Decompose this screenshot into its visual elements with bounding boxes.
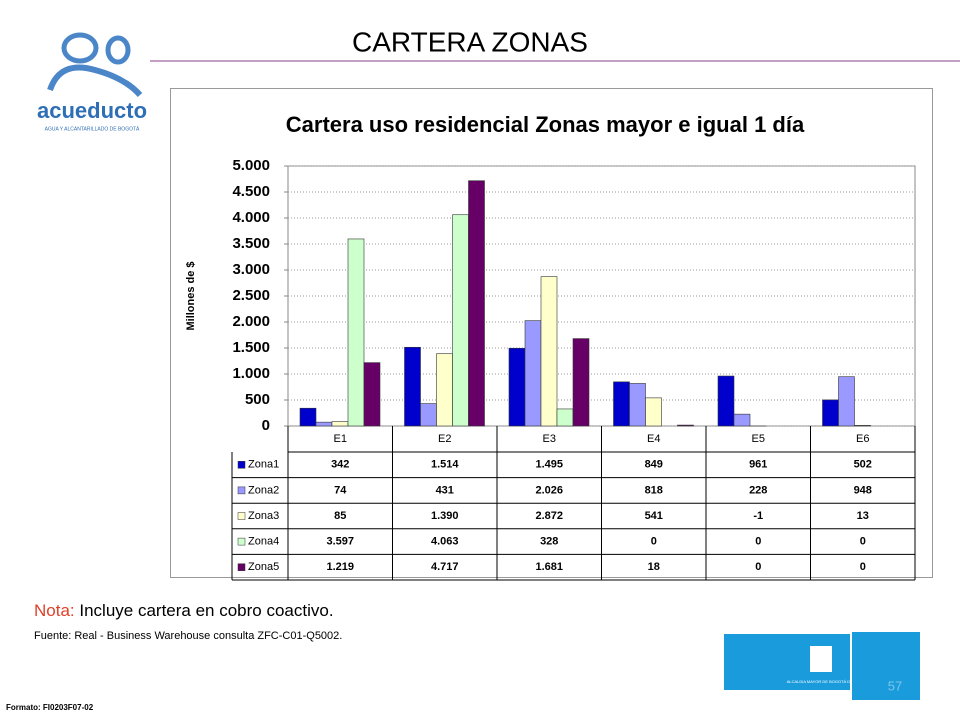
table-value: 502 <box>854 459 872 471</box>
chart-title: Cartera uso residencial Zonas mayor e ig… <box>286 112 805 137</box>
legend-swatch <box>237 563 246 571</box>
table-value: 3.597 <box>326 536 354 548</box>
bar <box>838 376 855 427</box>
table-value: 328 <box>540 536 558 548</box>
bar <box>315 421 333 427</box>
table-value: 541 <box>645 510 663 522</box>
y-tick-label: 2.000 <box>232 313 270 330</box>
y-tick-label: 3.500 <box>232 235 270 252</box>
table-value: 431 <box>436 484 454 496</box>
bar <box>822 399 839 427</box>
bar <box>508 347 526 427</box>
plot-area <box>287 165 916 427</box>
table-value: 4.717 <box>431 561 459 573</box>
table-value: 342 <box>331 459 349 471</box>
page-number: 57 <box>888 678 902 693</box>
bar <box>331 421 349 427</box>
table-value: 18 <box>648 561 660 573</box>
page-box <box>852 632 920 700</box>
table-value: 818 <box>645 484 663 496</box>
legend-label: Zona2 <box>248 484 279 496</box>
table-value: -1 <box>753 510 763 522</box>
table-value: 0 <box>860 536 866 548</box>
table-value: 85 <box>334 510 346 522</box>
table-value: 1.495 <box>535 459 563 471</box>
bar <box>524 320 542 427</box>
y-tick-label: 1.000 <box>232 365 270 382</box>
x-tick-label: E1 <box>334 433 347 445</box>
bar <box>677 424 694 427</box>
table-value: 0 <box>755 536 761 548</box>
table-value: 948 <box>854 484 872 496</box>
logo: acueducto AGUA Y ALCANTARILLADO DE BOGOT… <box>37 32 147 132</box>
note-text: Incluye cartera en cobro coactivo. <box>79 601 333 620</box>
y-tick-label: 4.500 <box>232 183 270 200</box>
legend-swatch <box>237 486 246 495</box>
bar <box>733 413 751 427</box>
legend-label: Zona4 <box>248 536 279 548</box>
y-tick-label: 2.500 <box>232 287 270 304</box>
y-tick-label: 0 <box>262 417 270 434</box>
bar <box>717 375 735 427</box>
legend-swatch <box>237 512 246 520</box>
table-value: 0 <box>755 561 761 573</box>
y-tick-label: 1.500 <box>232 339 270 356</box>
legend-label: Zona5 <box>248 561 279 573</box>
table-value: 0 <box>860 561 866 573</box>
x-tick-label: E3 <box>543 433 556 445</box>
table-value: 4.063 <box>431 536 459 548</box>
bar <box>468 180 485 427</box>
plot: 0 500 1.000 1.500 2.000 2.500 3.000 3.500 4.000 4… <box>231 157 916 581</box>
table-value: 2.026 <box>535 484 563 496</box>
bar <box>629 383 646 427</box>
bar <box>404 346 421 427</box>
format-code: Formato: FI0203F07-02 <box>6 703 94 712</box>
y-tick-label: 4.000 <box>232 209 270 226</box>
logo-tagline: AGUA Y ALCANTARILLADO DE BOGOTÁ <box>45 125 140 132</box>
city-logo-text: ALCALDIA MAYOR DE BOGOTÁ D.C. <box>787 679 856 684</box>
slide-title: CARTERA ZONAS <box>352 26 588 57</box>
note-label: Nota: <box>34 601 75 620</box>
table-value: 1.219 <box>326 561 354 573</box>
bar <box>436 353 453 427</box>
legend-swatch <box>237 461 246 469</box>
table-value: 1.514 <box>431 459 459 471</box>
table-value: 2.872 <box>535 510 563 522</box>
bar <box>645 397 662 427</box>
legend-label: Zona1 <box>248 459 279 471</box>
y-tick-label: 500 <box>245 391 270 408</box>
bar <box>452 214 469 427</box>
x-tick-label: E5 <box>752 433 765 445</box>
table-value: 961 <box>749 459 767 471</box>
source: Fuente: Real - Business Warehouse consul… <box>34 630 342 642</box>
table-value: 849 <box>645 459 663 471</box>
y-axis-label: Millones de $ <box>185 261 197 330</box>
x-tick-label: E6 <box>856 433 869 445</box>
bar <box>540 276 558 427</box>
table-value: 1.390 <box>431 510 459 522</box>
city-shield <box>810 646 832 672</box>
bar <box>363 362 381 427</box>
legend-swatch <box>237 537 246 546</box>
y-tick-label: 3.000 <box>232 261 270 278</box>
x-tick-label: E2 <box>438 433 451 445</box>
bar <box>854 425 871 427</box>
bar <box>420 403 437 427</box>
table-value: 74 <box>334 484 347 496</box>
table-value: 228 <box>749 484 767 496</box>
table-value: 1.681 <box>535 561 563 573</box>
bar <box>347 238 365 427</box>
table-value: 13 <box>857 510 869 522</box>
bar <box>299 407 317 427</box>
logo-name: acueducto <box>37 98 147 123</box>
bar <box>572 338 590 427</box>
bar <box>613 381 630 427</box>
note: Nota: Incluye cartera en cobro coactivo. <box>34 601 334 620</box>
legend-label: Zona3 <box>248 510 279 522</box>
bar <box>556 408 574 427</box>
table-value: 0 <box>651 536 657 548</box>
x-tick-label: E4 <box>647 433 660 445</box>
y-tick-label: 5.000 <box>232 157 270 174</box>
